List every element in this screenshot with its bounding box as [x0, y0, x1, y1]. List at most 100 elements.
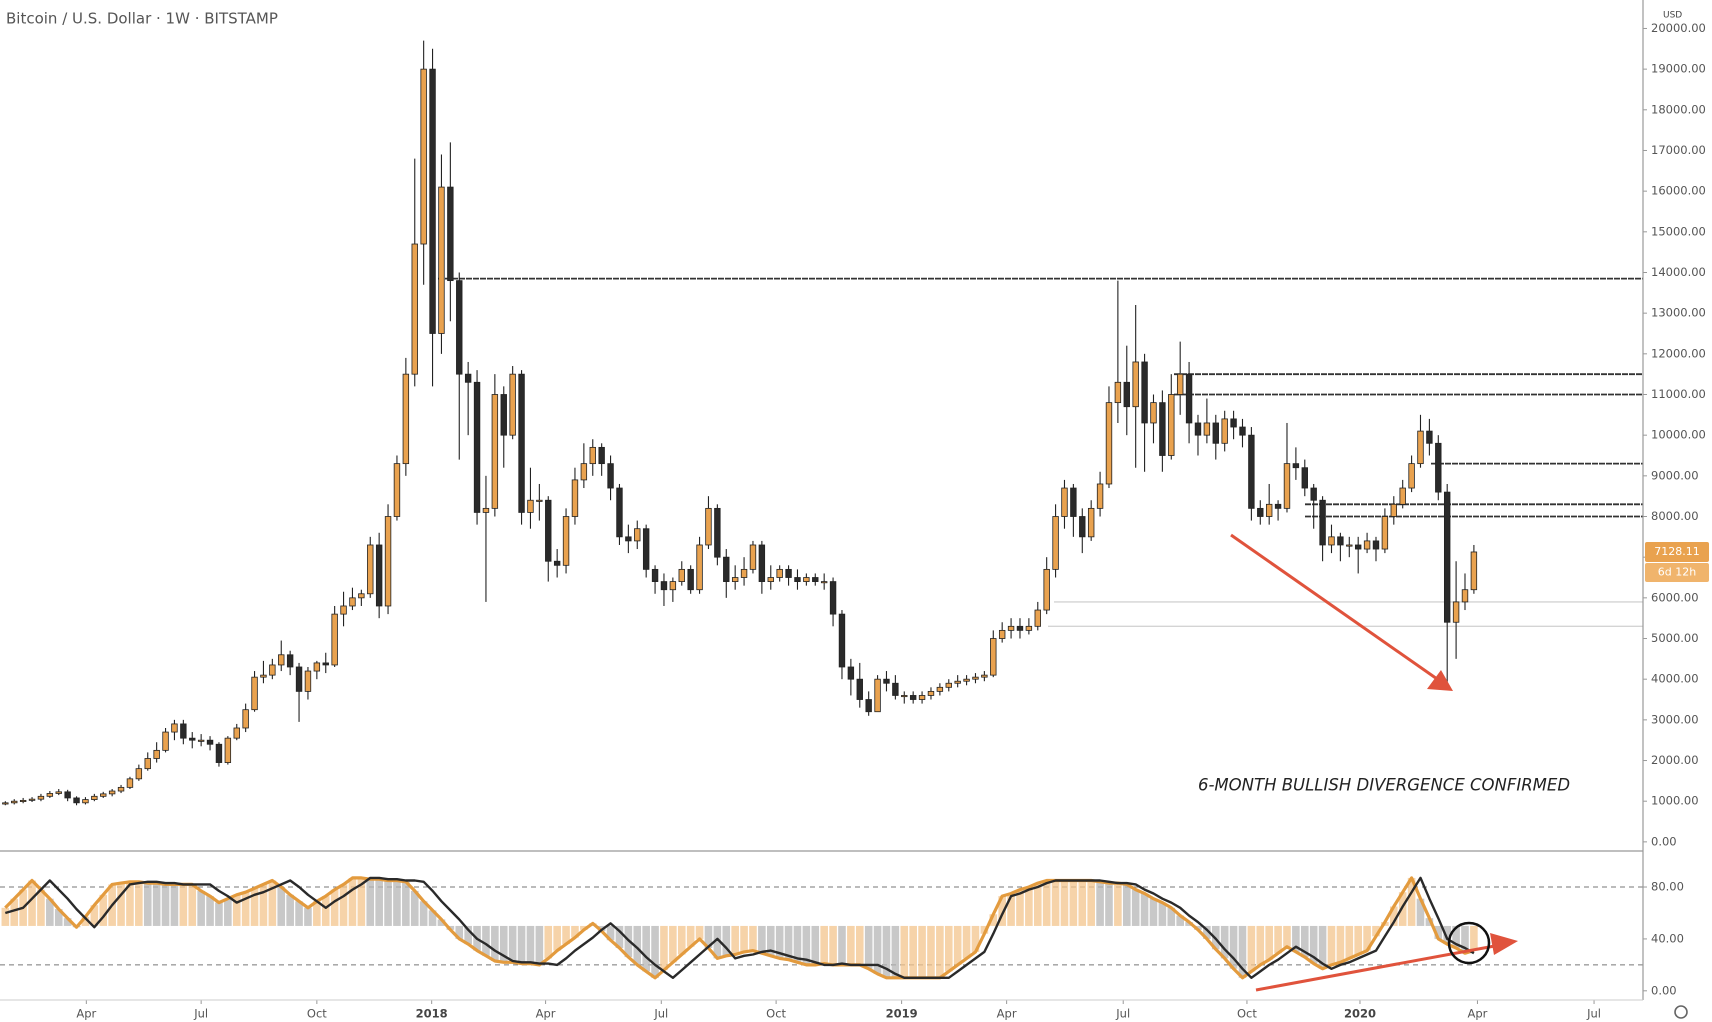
settings-icon[interactable] [1674, 1005, 1688, 1019]
histogram-bar [1283, 925, 1291, 947]
arrow-head [1427, 670, 1453, 691]
histogram-bar [909, 925, 917, 978]
histogram-bar [615, 925, 624, 948]
y-tick-label: 19000.00 [1651, 62, 1706, 76]
histogram-bar [491, 925, 499, 961]
histogram-bar [998, 896, 1006, 926]
x-tick-label: Jul [1586, 1007, 1601, 1021]
candle-body [1114, 381, 1122, 404]
histogram-bar [891, 925, 900, 978]
candle-body [758, 544, 766, 582]
histogram-bar [410, 890, 419, 926]
candle-body [1061, 487, 1068, 517]
candle-body [162, 731, 169, 751]
histogram-bar [1354, 925, 1362, 955]
candle-body [678, 568, 685, 582]
candle-body [233, 727, 240, 739]
histogram-bar [117, 883, 125, 926]
histogram-bar [1265, 925, 1273, 960]
y-tick-label: 17000.00 [1651, 143, 1706, 157]
histogram-bar [1247, 925, 1256, 972]
histogram-bar [1051, 880, 1060, 926]
histogram-bar [713, 925, 722, 959]
histogram-bar [847, 925, 855, 965]
chart-title: Bitcoin / U.S. Dollar · 1W · BITSTAMP [6, 10, 278, 28]
histogram-bar [882, 925, 891, 978]
candle-body [927, 690, 935, 696]
histogram-bar [393, 880, 401, 926]
histogram-bar [1345, 925, 1354, 959]
histogram-bar [232, 894, 241, 926]
histogram-bar [241, 892, 250, 926]
countdown-label: 6d 12h [1658, 565, 1696, 578]
histogram-bar [517, 925, 526, 964]
histogram-bar [544, 925, 553, 959]
histogram-bar [1176, 915, 1184, 926]
histogram-bar [286, 894, 294, 926]
candle-body [482, 507, 490, 513]
candle-body [1248, 434, 1255, 509]
candle-body [705, 507, 712, 546]
histogram-bar [99, 894, 108, 926]
histogram-bar [740, 925, 748, 952]
histogram-bar [499, 925, 508, 963]
candle-body [295, 666, 303, 692]
x-tick-label: 2019 [886, 1007, 918, 1021]
candle-body [829, 581, 837, 615]
candle-body [1381, 516, 1389, 550]
histogram-bar [37, 889, 45, 926]
histogram-bar [784, 925, 793, 960]
histogram-bar [758, 925, 766, 954]
candle-body [429, 68, 436, 334]
histogram-bar [1220, 925, 1229, 959]
histogram-bar [384, 880, 392, 926]
histogram-bar [1461, 925, 1469, 954]
candle-body [1363, 540, 1371, 550]
candle-body [562, 516, 570, 566]
candle-body [874, 678, 881, 713]
histogram-bar [936, 925, 944, 978]
candle-body [37, 795, 45, 800]
base-layer: 0.00 1000.00 2000.00 3000.00 4000.00 5000.00 6… [0, 21, 1706, 1021]
histogram-bar [357, 877, 366, 926]
candle-body [1194, 422, 1202, 436]
histogram-bar [669, 925, 677, 963]
histogram-bar [1, 907, 10, 926]
y-tick-label: 8000.00 [1651, 509, 1699, 523]
histogram-bar [464, 925, 472, 945]
histogram-bar [1470, 925, 1478, 951]
candle-body [1408, 463, 1415, 489]
histogram-bar [1016, 889, 1024, 926]
candle-body [2, 802, 9, 805]
candle-body [375, 544, 383, 607]
histogram-bar [802, 925, 811, 965]
histogram-bar [28, 880, 36, 926]
annotation: 6-MONTH BULLISH DIVERGENCE CONFIRMED [1198, 776, 1570, 795]
histogram-bar [135, 881, 143, 926]
histogram-bar [927, 925, 935, 978]
histogram-bar [944, 925, 953, 972]
histogram-bar [197, 890, 205, 926]
histogram-bar [766, 925, 775, 956]
x-tick-label: Oct [766, 1007, 786, 1021]
histogram-bar [1033, 883, 1042, 926]
candle-body [616, 487, 623, 538]
histogram-bar [419, 901, 428, 926]
candle-body [28, 798, 36, 801]
candle-body [1390, 503, 1397, 517]
candle-body [349, 597, 356, 607]
histogram-bar [722, 925, 731, 956]
histogram-bar [686, 925, 695, 947]
y-tick-label: 3000.00 [1651, 712, 1699, 726]
histogram-bar [170, 884, 179, 926]
candle-body [197, 739, 205, 742]
histogram-bar [1318, 925, 1327, 969]
candle-body [536, 499, 543, 502]
y-tick-label: 0.00 [1651, 834, 1677, 848]
candle-body [358, 593, 365, 599]
x-tick-label: Jul [193, 1007, 208, 1021]
histogram-bar [330, 889, 339, 926]
candle-body [1212, 422, 1219, 444]
candle-body [723, 556, 730, 582]
histogram-bar [10, 898, 19, 926]
